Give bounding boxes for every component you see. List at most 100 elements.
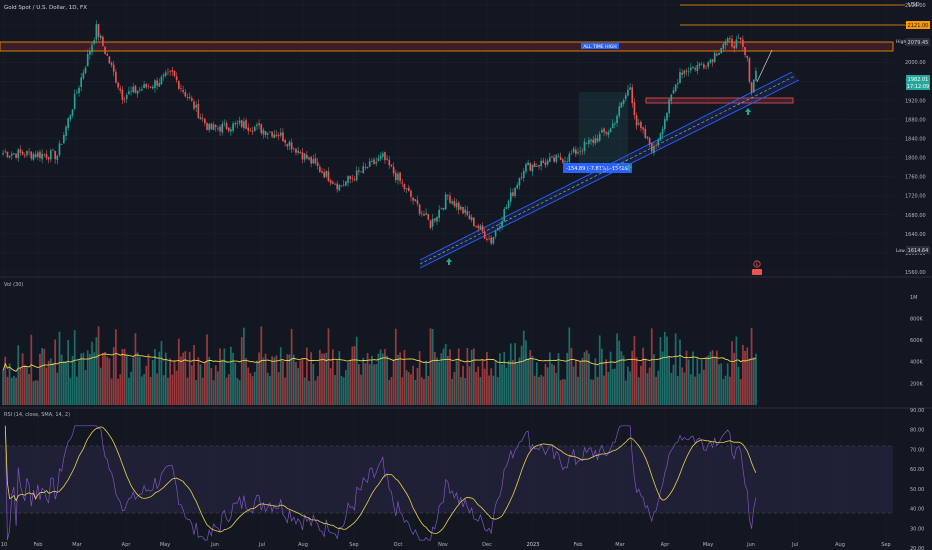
candle-body (512, 192, 514, 196)
volume-bar (128, 377, 130, 405)
currency-label: USD (908, 2, 920, 8)
symbol-label[interactable]: Gold Spot / U.S. Dollar, 1D, FX (4, 5, 87, 11)
volume-bar (221, 359, 224, 405)
volume-bar (587, 353, 590, 405)
candle-body (266, 133, 269, 135)
volume-bar (507, 360, 510, 405)
candle-body (694, 67, 696, 70)
volume-bar (112, 347, 115, 405)
volume-bar (115, 329, 117, 405)
time-tick-label: May (160, 542, 170, 548)
candle-body (410, 190, 412, 197)
candle-body (282, 132, 284, 142)
volume-bar (303, 377, 306, 405)
volume-bar (574, 359, 577, 405)
time-axis[interactable]: 10 Feb Mar Apr May Jun Jul Aug Sep Oct Nov Dec 2023 F… (1, 542, 891, 548)
candle-body (718, 52, 720, 55)
volume-bar (266, 372, 269, 405)
volume-bar (557, 353, 560, 405)
candle-body (123, 99, 126, 101)
volume-bar (73, 330, 76, 405)
candle-body (349, 176, 352, 179)
volume-bar (566, 352, 569, 405)
candle-body (477, 225, 480, 229)
time-tick-label: Oct (394, 542, 403, 548)
candle-body (542, 160, 545, 163)
projection-arrow[interactable] (756, 49, 773, 83)
channel-lower-line[interactable] (419, 79, 800, 269)
volume-bar (416, 368, 419, 405)
candle-body (729, 38, 731, 40)
time-tick-label: Jul (791, 542, 798, 548)
price-tick-label: 1880.00 (905, 117, 926, 123)
volume-bar (84, 370, 87, 405)
candle-body (219, 126, 221, 132)
candle-body (204, 118, 206, 124)
volume-bar (724, 375, 727, 405)
candle-body (716, 54, 718, 56)
all-time-high-zone[interactable] (0, 41, 894, 52)
volume-bar (210, 367, 213, 405)
measure-label: -154.89 (-7.81%) -15489 (566, 166, 628, 172)
volume-bar (707, 355, 710, 405)
volume-bar (236, 378, 239, 405)
candle-body (585, 143, 588, 144)
price-tick-label: 2120.00 (905, 3, 926, 9)
support-zone[interactable] (645, 97, 794, 104)
volume-bar (134, 333, 137, 405)
rsi-title[interactable]: RSI (14, close, SMA, 14, 2) (4, 412, 70, 418)
volume-bar (633, 336, 636, 405)
volume-bar (321, 353, 323, 405)
candle-body (447, 195, 449, 196)
candle-body (277, 134, 280, 136)
volume-bar (208, 357, 211, 405)
volume-bar (123, 348, 126, 405)
candle-body (355, 170, 358, 181)
candle-body (371, 160, 373, 162)
volume-bar (412, 365, 414, 405)
volume-bar (340, 376, 343, 405)
last-price-box (906, 75, 930, 90)
candle-body (546, 160, 549, 165)
volume-bar (373, 364, 375, 405)
candle-body (637, 123, 640, 125)
candle-body (316, 162, 319, 166)
candle-body (516, 184, 519, 189)
volume-bar (188, 351, 191, 405)
event-marker-letter: E (756, 262, 759, 267)
orange-price-tag-text: 2121.00 (908, 23, 929, 29)
volume-bar (618, 340, 621, 405)
candle-body (438, 209, 440, 218)
price-tick-label: 1640.00 (905, 232, 926, 238)
candle-body (533, 163, 536, 168)
candle-body (607, 132, 610, 135)
volume-bar (143, 373, 145, 405)
candle-body (128, 91, 130, 95)
volume-bar (720, 363, 723, 405)
volume-bar (149, 377, 152, 405)
volume-bar (353, 346, 356, 405)
event-marker-icon[interactable] (753, 260, 761, 268)
candle-body (78, 87, 80, 94)
flag-icon[interactable] (752, 269, 762, 275)
candle-body (143, 84, 145, 89)
volume-title[interactable]: Vol (30) (4, 282, 23, 288)
rsi-axis[interactable]: 90.00 80.00 70.00 60.00 50.00 40.00 30.00 20.00 (910, 408, 924, 550)
candle-body (303, 153, 306, 160)
candle-body (23, 155, 26, 157)
volume-bar (223, 348, 226, 405)
volume-bar (338, 351, 341, 405)
candle-body (488, 238, 490, 240)
candle-body (444, 194, 447, 210)
volume-bar (702, 369, 705, 405)
volume-bar (596, 376, 599, 405)
volume-bar (173, 360, 176, 405)
candle-body (321, 171, 323, 173)
price-tick-label: 1560.00 (905, 270, 926, 276)
candle-body (394, 172, 397, 181)
volume-axis[interactable]: 1M 800K 600K 400K 200K (910, 295, 924, 388)
candle-body (305, 154, 308, 159)
volume-bar (167, 377, 169, 405)
candle-body (364, 167, 367, 168)
